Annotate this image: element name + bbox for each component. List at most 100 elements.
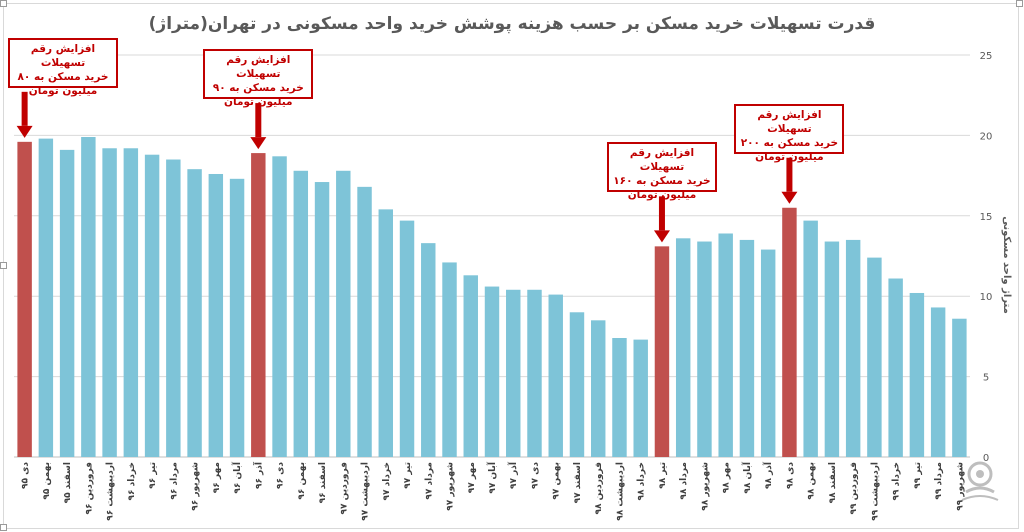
x-tick-label: شهریور ۹۹ (955, 462, 965, 511)
x-tick-label: آذر ۹۶ (252, 461, 264, 489)
x-tick-label: تیر ۹۶ (148, 462, 158, 489)
x-tick-label: مهر ۹۸ (722, 462, 732, 493)
x-tick-label: خرداد ۹۶ (127, 462, 137, 501)
bar (909, 292, 925, 457)
bar (845, 239, 861, 457)
x-tick-label: دی ۹۶ (276, 462, 286, 489)
x-tick-label: دی ۹۷ (530, 462, 540, 489)
x-tick-label: آذر ۹۸ (762, 461, 774, 489)
bar (569, 312, 585, 457)
annotation-arrow-shaft (658, 196, 665, 231)
y-axis-title: متراژ واحد مسکونی (1001, 216, 1012, 314)
x-tick-label: خرداد ۹۸ (637, 462, 647, 501)
annotation-arrow-head (781, 191, 798, 204)
x-tick-label: آبان ۹۷ (486, 461, 498, 494)
bar (697, 241, 712, 457)
bar (760, 249, 776, 457)
x-tick-label: شهریور ۹۷ (446, 462, 456, 511)
bar (59, 149, 75, 457)
x-tick-label: اسفند ۹۷ (573, 462, 583, 503)
chart-title: قدرت تسهیلات خرید مسکن بر حسب هزینه پوشش… (149, 14, 876, 34)
bar (548, 294, 563, 457)
y-tick-label: 5 (983, 373, 989, 384)
annotation-arrow-head (653, 230, 670, 243)
annotation-arrow-head (16, 125, 33, 138)
x-tick-label: اسفند ۹۸ (828, 462, 838, 503)
bar (357, 186, 372, 457)
resize-handle-top-right[interactable] (1016, 0, 1023, 7)
annotation-arrow-shaft (786, 157, 793, 192)
x-tick-label: خرداد ۹۹ (892, 462, 902, 501)
y-tick-label: 25 (980, 51, 993, 62)
bar (888, 278, 903, 457)
x-tick-label: بهمن ۹۷ (552, 462, 562, 500)
annotation-box: افزایش رقم تسهیلات خرید مسکن به ۱۶۰ میلی… (606, 142, 717, 201)
annotation-box: افزایش رقم تسهیلات خرید مسکن به ۹۰ میلیو… (203, 49, 314, 108)
x-tick-label: بهمن ۹۵ (42, 462, 52, 500)
bar (718, 233, 733, 457)
bar-highlight (251, 153, 266, 457)
bar (378, 209, 394, 457)
x-tick-label: اردیبهشت ۹۷ (361, 462, 371, 521)
bar (739, 239, 755, 457)
bar (442, 262, 457, 457)
x-tick-label: اردیبهشت ۹۹ (870, 462, 880, 521)
annotation-arrow-head (250, 137, 267, 150)
x-tick-label: مرداد ۹۷ (424, 462, 434, 500)
x-tick-label: اردیبهشت ۹۶ (106, 462, 116, 521)
x-tick-label: مرداد ۹۸ (679, 462, 689, 500)
bar (590, 320, 606, 457)
bar (399, 220, 415, 457)
bar (208, 173, 224, 457)
x-tick-label: آذر ۹۷ (507, 461, 519, 489)
bar (102, 148, 117, 457)
y-tick-label: 10 (980, 292, 993, 303)
bar (38, 138, 54, 457)
x-tick-label: تیر ۹۷ (403, 462, 413, 489)
annotation-arrow-shaft (21, 91, 28, 126)
bar (421, 243, 436, 457)
bar (187, 169, 202, 457)
x-tick-label: بهمن ۹۸ (807, 462, 817, 500)
bar (930, 307, 946, 457)
y-tick-label: 20 (980, 131, 993, 142)
x-tick-label: مهر ۹۶ (212, 462, 222, 493)
x-tick-label: شهریور ۹۸ (700, 462, 710, 511)
resize-handle-left[interactable] (0, 262, 7, 269)
bar (527, 289, 542, 457)
x-tick-label: دی ۹۸ (785, 462, 795, 489)
bar (675, 238, 691, 457)
x-tick-label: مرداد ۹۶ (169, 462, 179, 500)
bar (123, 148, 139, 457)
bar (293, 170, 309, 457)
x-tick-label: فروردین ۹۶ (84, 462, 94, 515)
x-tick-label: دی ۹۵ (21, 462, 31, 489)
bar (633, 339, 648, 457)
x-tick-label: فروردین ۹۹ (849, 462, 859, 515)
x-tick-label: بهمن ۹۶ (297, 462, 307, 500)
bar (506, 289, 521, 457)
x-tick-label: شهریور ۹۶ (191, 462, 201, 511)
bar (952, 318, 967, 457)
bar (463, 275, 478, 457)
annotation-arrow-shaft (255, 103, 262, 138)
x-tick-label: اردیبهشت ۹۸ (615, 462, 625, 521)
resize-handle-top-left[interactable] (0, 0, 7, 7)
annotation-box: افزایش رقم تسهیلات خرید مسکن به ۸۰ میلیو… (8, 37, 118, 97)
x-tick-label: آبان ۹۶ (231, 461, 243, 494)
bar (166, 159, 181, 457)
x-tick-label: تیر ۹۸ (658, 462, 668, 489)
annotation-box: افزایش رقم تسهیلات خرید مسکن به ۲۰۰ میلی… (734, 103, 845, 163)
resize-handle-bottom-left[interactable] (0, 524, 7, 531)
news-agency-logo-icon (961, 461, 999, 501)
x-tick-label: اسفند ۹۵ (63, 462, 73, 503)
bar (612, 338, 627, 457)
bar (81, 137, 96, 457)
x-tick-label: مهر ۹۷ (467, 462, 477, 493)
bar (272, 156, 287, 457)
x-tick-label: مرداد ۹۹ (934, 462, 944, 500)
x-tick-label: خرداد ۹۷ (382, 462, 392, 501)
bar (867, 257, 882, 457)
x-tick-label: فروردین ۹۸ (594, 462, 604, 515)
